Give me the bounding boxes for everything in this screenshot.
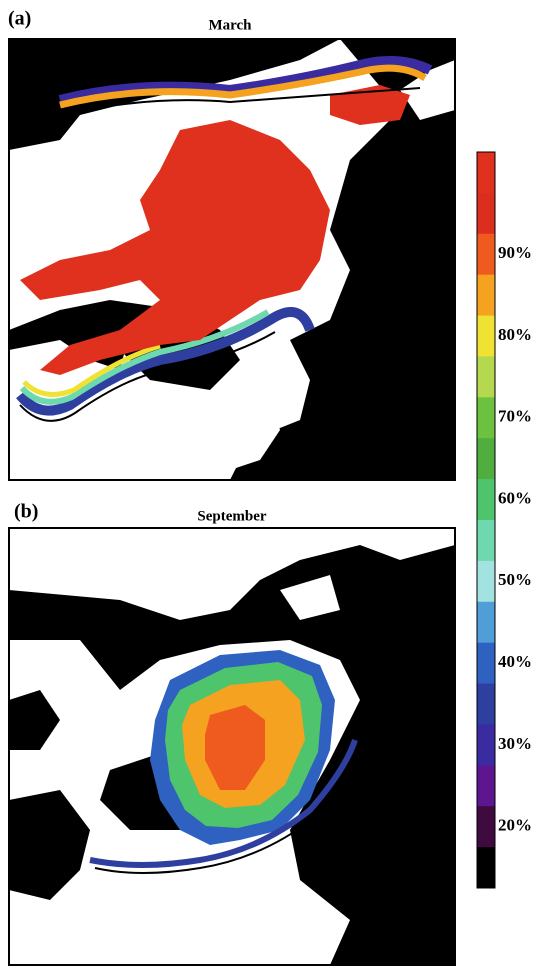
colorbar-segment — [477, 397, 495, 439]
panel-label: (b) — [14, 501, 38, 523]
colorbar-tick-label: 80% — [498, 325, 532, 344]
colorbar-segment — [477, 642, 495, 685]
colorbar-tick-label: 60% — [498, 488, 532, 507]
colorbar-segment — [477, 438, 495, 480]
colorbar-tick-label: 50% — [498, 570, 532, 589]
colorbar-segment — [477, 765, 495, 807]
colorbar-segment — [477, 560, 495, 603]
map-march — [8, 38, 456, 481]
panel-label: (a) — [8, 8, 31, 30]
colorbar-segment — [477, 847, 495, 889]
panel-title: March — [208, 17, 252, 33]
colorbar-segment — [477, 315, 495, 357]
map-september — [8, 527, 456, 966]
colorbar-tick-label: 30% — [498, 734, 532, 753]
colorbar-segment — [477, 274, 495, 317]
colorbar: 90% 80% 70% 60% 50% 40% 30% 20% — [476, 151, 532, 889]
colorbar-segment — [477, 152, 495, 194]
colorbar-segment — [477, 806, 495, 848]
colorbar-segment — [477, 683, 495, 725]
colorbar-segment — [477, 601, 495, 644]
colorbar-tick-label: 90% — [498, 243, 532, 262]
colorbar-segment — [477, 233, 495, 276]
colorbar-tick-label: 40% — [498, 652, 532, 671]
panel-title: September — [197, 508, 266, 524]
colorbar-segment — [477, 520, 495, 562]
colorbar-tick-label: 70% — [498, 407, 532, 426]
colorbar-segment — [477, 724, 495, 766]
colorbar-segment — [477, 192, 495, 235]
colorbar-frame — [476, 151, 496, 889]
colorbar-segment — [477, 356, 495, 398]
colorbar-segment — [477, 479, 495, 521]
colorbar-tick-label: 20% — [498, 816, 532, 835]
